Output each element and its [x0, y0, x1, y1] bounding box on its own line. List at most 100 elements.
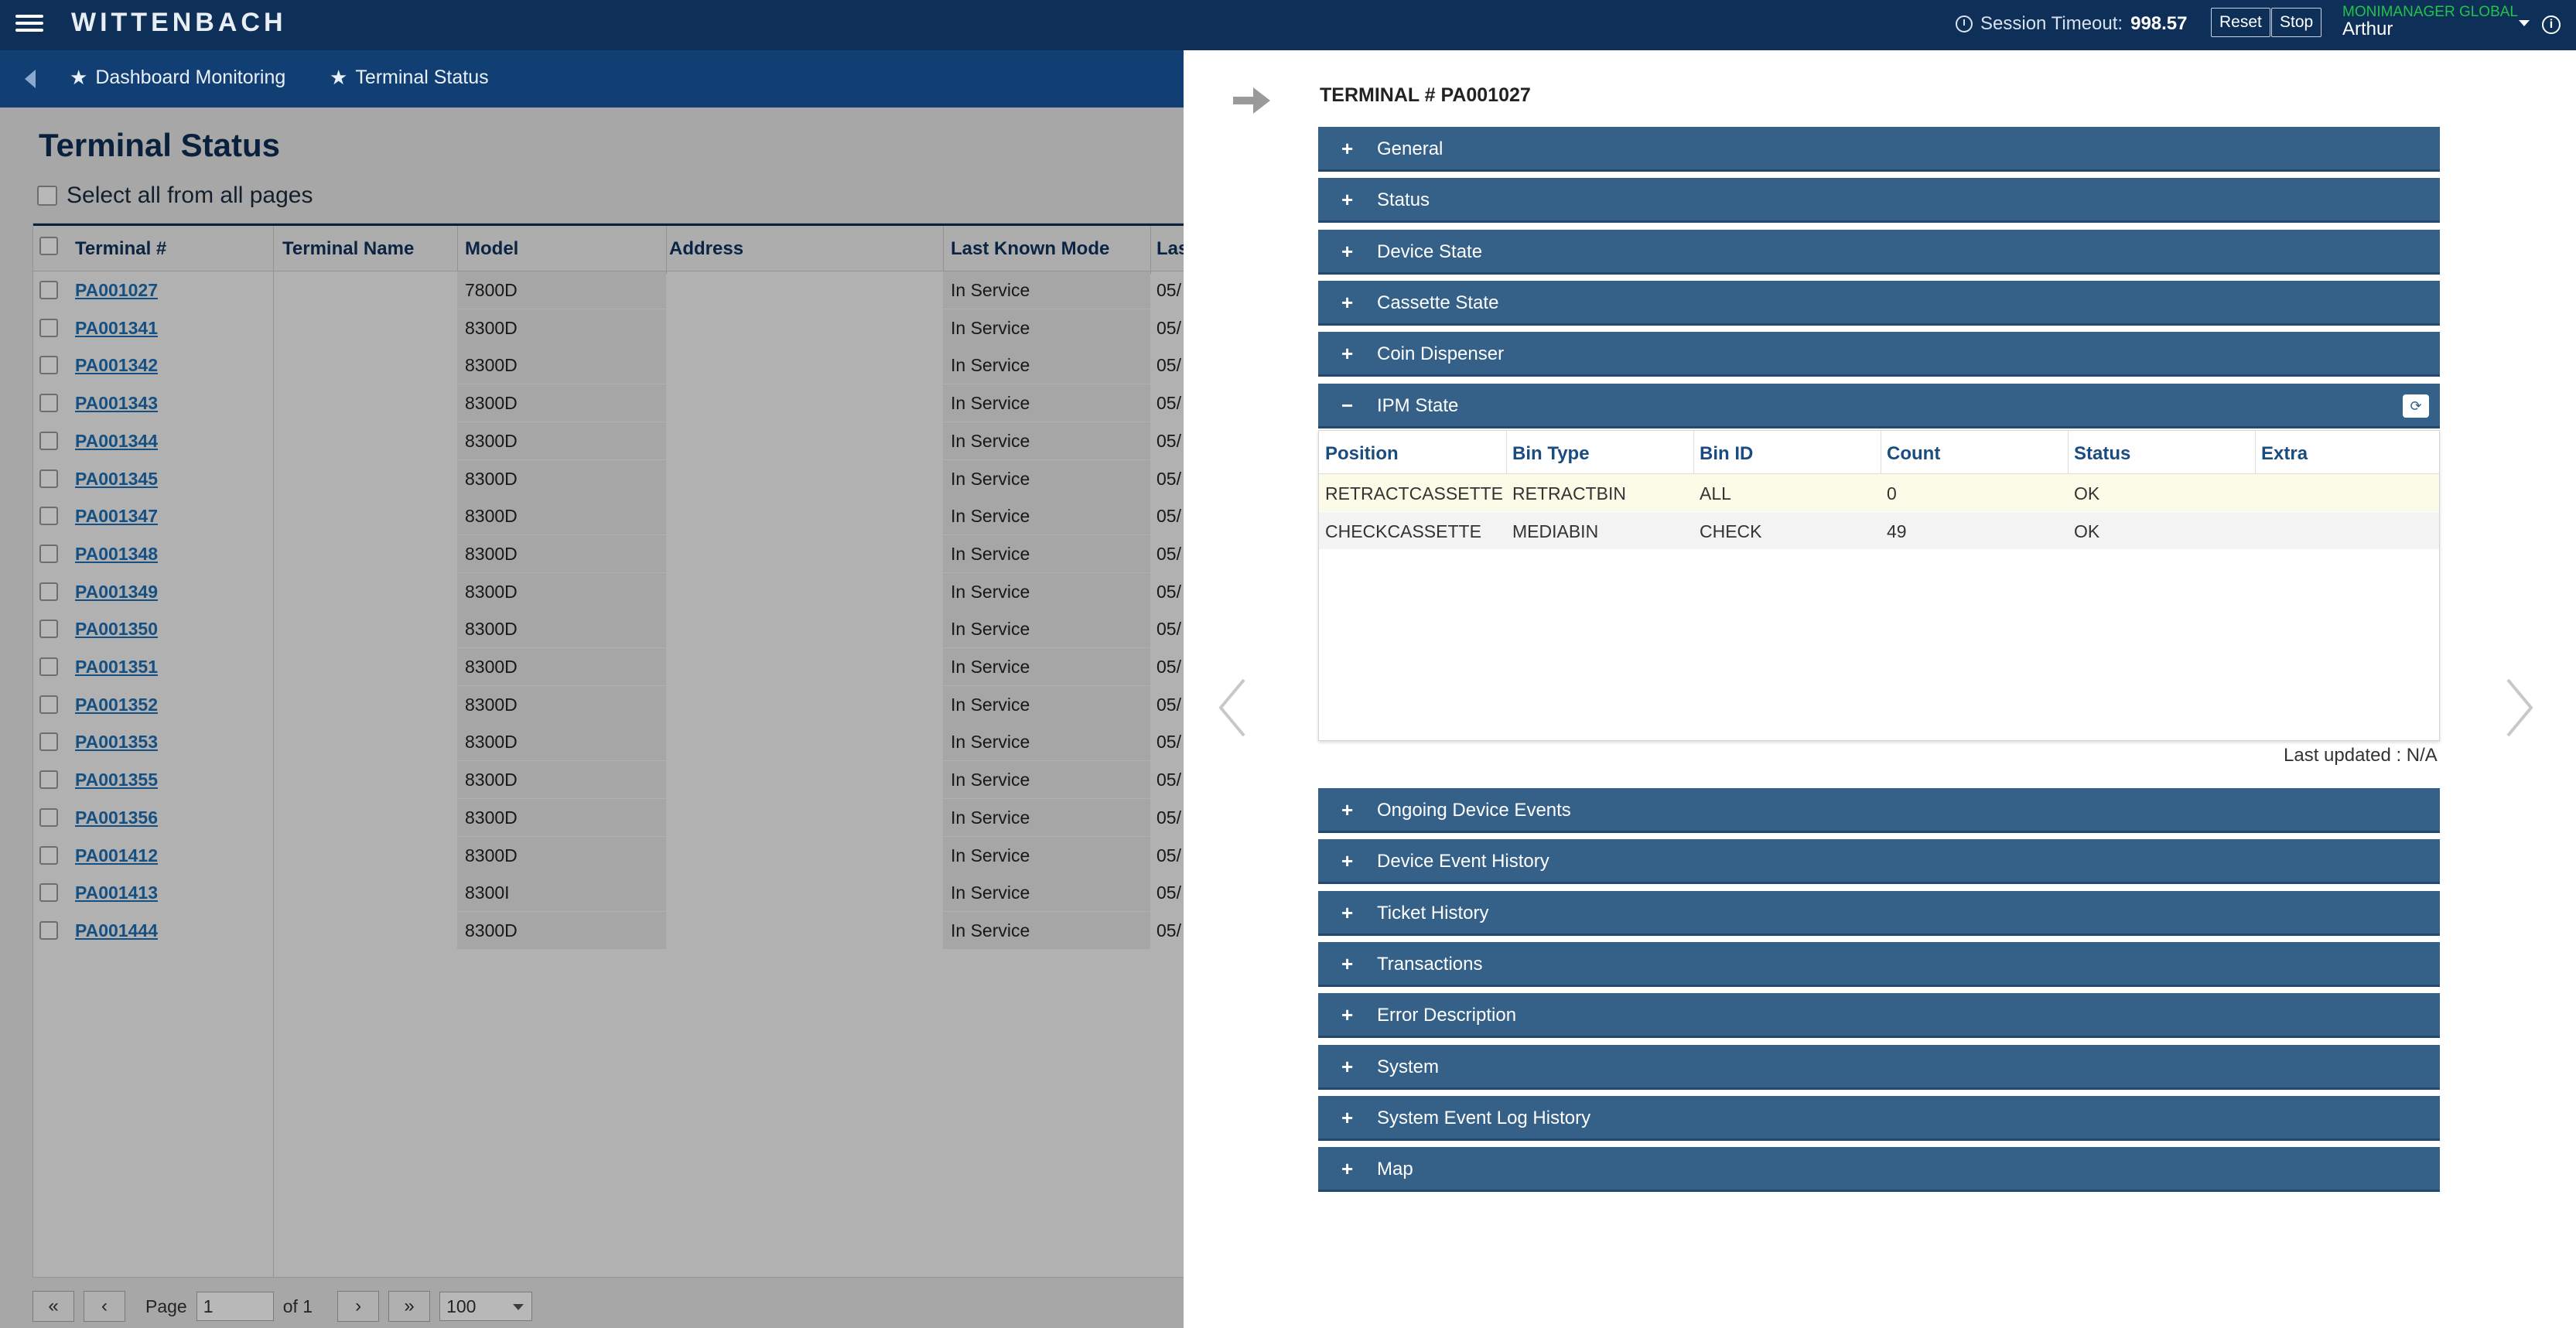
terminal-link[interactable]: PA001356 [75, 807, 158, 828]
chevron-down-icon[interactable] [2519, 20, 2530, 26]
ipm-column-status[interactable]: Status [2074, 443, 2131, 464]
row-checkbox[interactable] [39, 469, 58, 488]
row-checkbox[interactable] [39, 620, 58, 639]
table-row[interactable]: PA001343 8300D In Service 05/ [33, 384, 1184, 422]
info-icon[interactable]: i [2542, 15, 2561, 34]
terminal-link[interactable]: PA001412 [75, 845, 158, 865]
terminal-link[interactable]: PA001343 [75, 393, 158, 414]
accordion-map[interactable]: + Map [1318, 1147, 2440, 1193]
table-row[interactable]: PA001348 8300D In Service 05/ [33, 534, 1184, 572]
row-checkbox[interactable] [39, 845, 58, 865]
terminal-link[interactable]: PA001350 [75, 619, 158, 640]
table-row[interactable]: PA001345 8300D In Service 05/ [33, 459, 1184, 497]
back-arrow-icon[interactable] [25, 70, 36, 88]
row-checkbox[interactable] [39, 807, 58, 827]
table-row[interactable]: PA001444 8300D In Service 05/ [33, 911, 1184, 949]
row-checkbox[interactable] [39, 507, 58, 526]
column-terminal[interactable]: Terminal # [75, 238, 167, 259]
column-address[interactable]: Address [669, 238, 744, 259]
row-checkbox[interactable] [39, 657, 58, 676]
row-checkbox[interactable] [39, 883, 58, 903]
terminal-link[interactable]: PA001342 [75, 355, 158, 376]
select-all-checkbox[interactable] [37, 186, 57, 206]
header-checkbox[interactable] [39, 237, 58, 255]
table-row[interactable]: PA001349 8300D In Service 05/ [33, 572, 1184, 610]
column-model[interactable]: Model [465, 238, 519, 259]
breadcrumb-item-terminal-status[interactable]: ★ Terminal Status [330, 66, 489, 89]
terminal-link[interactable]: PA001347 [75, 506, 158, 527]
accordion-cassette-state[interactable]: + Cassette State [1318, 280, 2440, 326]
terminal-link[interactable]: PA001027 [75, 280, 158, 300]
reset-button[interactable]: Reset [2211, 8, 2270, 37]
table-row[interactable]: PA001413 8300I In Service 05/ [33, 874, 1184, 912]
select-all[interactable]: Select all from all pages [37, 183, 313, 209]
table-row[interactable]: PA001353 8300D In Service 05/ [33, 723, 1184, 761]
terminal-link[interactable]: PA001352 [75, 694, 158, 715]
accordion-status[interactable]: + Status [1318, 178, 2440, 224]
table-row[interactable]: PA001355 8300D In Service 05/ [33, 761, 1184, 799]
prev-page-button[interactable]: ‹ [84, 1291, 125, 1322]
refresh-icon[interactable]: ⟳ [2403, 394, 2429, 418]
terminal-link[interactable]: PA001353 [75, 732, 158, 753]
table-row[interactable]: PA001351 8300D In Service 05/ [33, 648, 1184, 685]
accordion-device-event-history[interactable]: + Device Event History [1318, 839, 2440, 885]
row-checkbox[interactable] [39, 394, 58, 413]
terminal-link[interactable]: PA001345 [75, 468, 158, 489]
terminal-link[interactable]: PA001355 [75, 770, 158, 790]
terminal-link[interactable]: PA001351 [75, 657, 158, 677]
chevron-right-icon[interactable] [2505, 677, 2536, 739]
table-row[interactable]: PA001342 8300D In Service 05/ [33, 347, 1184, 384]
ipm-column-bin-id[interactable]: Bin ID [1700, 443, 1754, 464]
modal-backdrop[interactable] [0, 108, 1184, 1328]
accordion-coin-dispenser[interactable]: + Coin Dispenser [1318, 332, 2440, 377]
table-row[interactable]: CHECKCASSETTE MEDIABIN CHECK 49 OK [1319, 512, 2439, 549]
ipm-column-bin-type[interactable]: Bin Type [1512, 443, 1590, 464]
table-row[interactable]: PA001347 8300D In Service 05/ [33, 497, 1184, 535]
ipm-column-position[interactable]: Position [1325, 443, 1399, 464]
accordion-error-description[interactable]: + Error Description [1318, 993, 2440, 1039]
terminal-link[interactable]: PA001341 [75, 317, 158, 338]
table-row[interactable]: PA001344 8300D In Service 05/ [33, 422, 1184, 459]
accordion-transactions[interactable]: + Transactions [1318, 941, 2440, 987]
row-checkbox[interactable] [39, 544, 58, 563]
breadcrumb-item-dashboard[interactable]: ★ Dashboard Monitoring [70, 66, 286, 89]
first-page-button[interactable]: « [32, 1291, 74, 1322]
row-checkbox[interactable] [39, 281, 58, 299]
arrow-right-icon[interactable] [1230, 84, 1272, 117]
accordion-ongoing-device-events[interactable]: + Ongoing Device Events [1318, 788, 2440, 833]
row-checkbox[interactable] [39, 318, 58, 337]
table-row[interactable]: PA001027 7800D In Service 05/ [33, 271, 1184, 309]
row-checkbox[interactable] [39, 582, 58, 601]
accordion-system-event-log-history[interactable]: + System Event Log History [1318, 1095, 2440, 1141]
table-row[interactable]: RETRACTCASSETTE RETRACTBIN ALL 0 OK [1319, 474, 2439, 511]
terminal-link[interactable]: PA001344 [75, 430, 158, 451]
next-page-button[interactable]: › [337, 1291, 380, 1322]
accordion-ipm-state[interactable]: − IPM State ⟳ [1318, 384, 2440, 428]
menu-icon[interactable] [15, 11, 43, 36]
row-checkbox[interactable] [39, 770, 58, 790]
accordion-system[interactable]: + System [1318, 1044, 2440, 1090]
chevron-left-icon[interactable] [1216, 677, 1247, 739]
row-checkbox[interactable] [39, 920, 58, 940]
page-input[interactable]: 1 [196, 1292, 274, 1321]
accordion-general[interactable]: + General [1318, 127, 2440, 172]
terminal-link[interactable]: PA001444 [75, 920, 158, 941]
terminal-link[interactable]: PA001413 [75, 882, 158, 903]
last-page-button[interactable]: » [388, 1291, 431, 1322]
terminal-link[interactable]: PA001348 [75, 543, 158, 564]
row-checkbox[interactable] [39, 695, 58, 714]
table-row[interactable]: PA001350 8300D In Service 05/ [33, 610, 1184, 648]
table-row[interactable]: PA001412 8300D In Service 05/ [33, 836, 1184, 874]
table-row[interactable]: PA001356 8300D In Service 05/ [33, 798, 1184, 836]
stop-button[interactable]: Stop [2271, 8, 2322, 37]
ipm-column-extra[interactable]: Extra [2261, 443, 2308, 464]
column-last[interactable]: Las [1156, 238, 1189, 259]
ipm-column-count[interactable]: Count [1887, 443, 1941, 464]
column-terminal-name[interactable]: Terminal Name [282, 238, 415, 259]
table-row[interactable]: PA001341 8300D In Service 05/ [33, 309, 1184, 347]
row-checkbox[interactable] [39, 732, 58, 752]
page-size-select[interactable]: 100 [439, 1292, 533, 1321]
accordion-ticket-history[interactable]: + Ticket History [1318, 890, 2440, 936]
row-checkbox[interactable] [39, 431, 58, 450]
row-checkbox[interactable] [39, 356, 58, 375]
